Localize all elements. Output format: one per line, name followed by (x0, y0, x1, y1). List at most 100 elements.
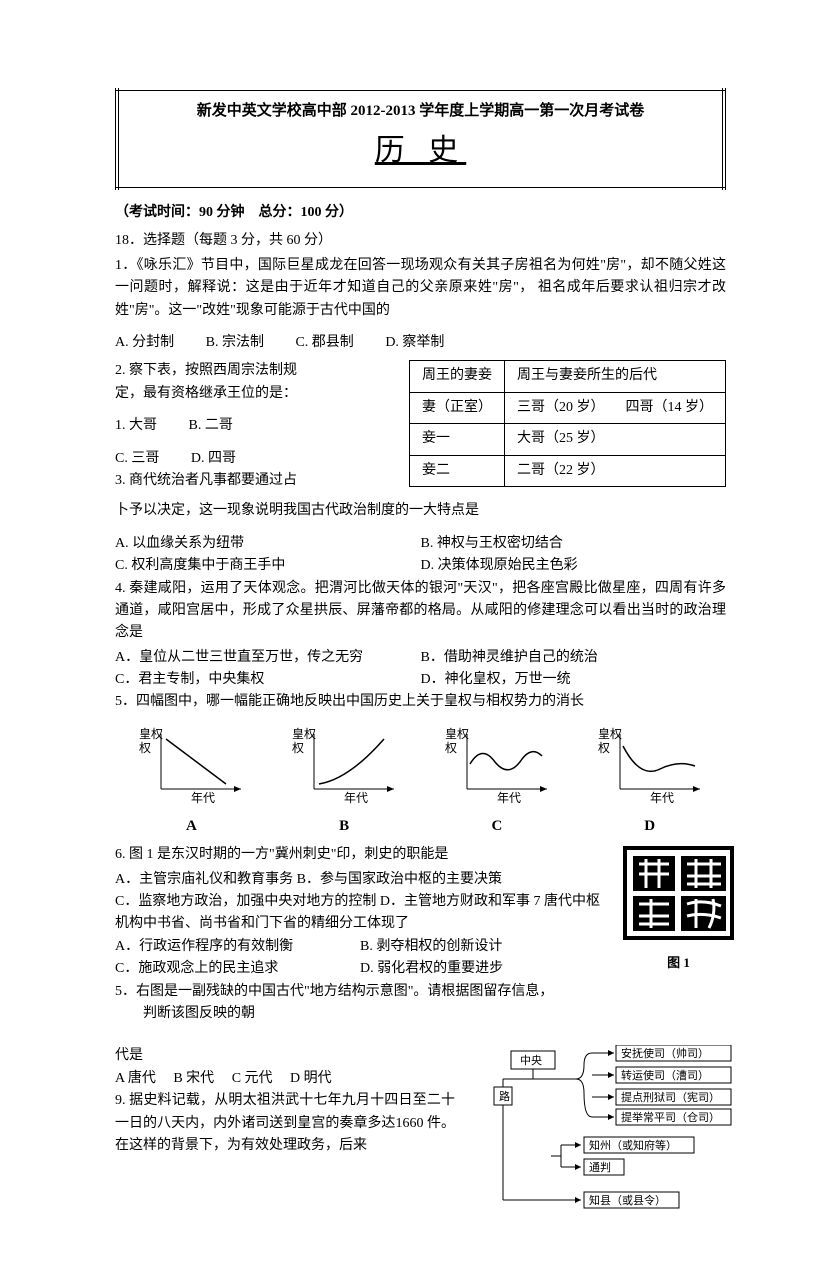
svg-text:中央: 中央 (520, 1054, 542, 1067)
q2-opt-c: C. 三哥 (115, 448, 159, 470)
q1-opt-b: B. 宗法制 (206, 332, 264, 354)
chart-b-label: B (284, 814, 404, 838)
q3-stem2: 卜予以决定，这一现象说明我国古代政治制度的一大特点是 (115, 500, 726, 522)
chart-c-svg: 皇权 权 年代 (437, 724, 557, 804)
r2c1: 妾一 (410, 424, 505, 455)
org-diagram: 中央 路 安抚使司（帅司） 转运使司（漕司） 提点刑狱司（宪司） 提举常平司（仓… (466, 1045, 736, 1223)
q2-opts-row1: 1. 大哥 B. 二哥 (115, 415, 345, 437)
q7-opt-d: D. 弱化君权的重要进步 (360, 958, 605, 980)
chart-d-svg: 皇权 权 年代 (590, 724, 710, 804)
q8-stem: 代是 (115, 1045, 455, 1067)
q2-stem1: 2. 察下表，按照西周宗法制规 (115, 360, 345, 382)
q8-opt-c: C 元代 (232, 1068, 273, 1090)
charts-row: 皇权 权 年代 A 皇权 权 年代 B 皇权 权 年代 (115, 724, 726, 838)
q3-opt-a: A. 以血缘关系为纽带 (115, 533, 421, 555)
svg-text:通判: 通判 (589, 1161, 611, 1174)
q3-stem1: 3. 商代统治者凡事都要通过占 (115, 470, 345, 492)
q7-opt-a: A．行政运作程序的有效制衡 (115, 936, 360, 958)
svg-text:知县（或县令）: 知县（或县令） (589, 1193, 666, 1207)
svg-text:皇权: 皇权 (598, 727, 622, 741)
svg-text:皇权: 皇权 (139, 727, 163, 741)
r2c2: 大哥（25 岁） (505, 424, 726, 455)
q1-opt-d: D. 察举制 (385, 332, 444, 354)
svg-text:权: 权 (139, 741, 151, 755)
section-heading: 18．选择题（每题 3 分，共 60 分） (115, 230, 726, 252)
q6-text: 6. 图 1 是东汉时期的一方"冀州刺史"印，刺史的职能是 (115, 844, 605, 866)
svg-text:权: 权 (598, 741, 610, 755)
r1c2: 三哥（20 岁） 四哥（14 岁） (505, 392, 726, 423)
seal-caption: 图 1 (621, 953, 736, 974)
q6-wrap: 6. 图 1 是东汉时期的一方"冀州刺史"印，刺史的职能是 A．主管宗庙礼仪和教… (115, 844, 726, 1025)
q5-text: 5．四幅图中，哪一幅能正确地反映出中国历史上关于皇权与相权势力的消长 (115, 691, 726, 713)
svg-text:安抚使司（帅司）: 安抚使司（帅司） (621, 1046, 709, 1060)
q4-opt-b: B．借助神灵维护自己的统治 (421, 647, 727, 669)
q3-options: A. 以血缘关系为纽带 B. 神权与王权密切结合 C. 权利高度集中于商王手中 … (115, 533, 726, 578)
svg-text:年代: 年代 (191, 791, 215, 804)
q2-stem2: 定，最有资格继承王位的是： (115, 383, 345, 405)
seal-figure: 图 1 (621, 844, 736, 973)
q8-opt-a: A 唐代 (115, 1068, 156, 1090)
svg-text:路: 路 (499, 1090, 510, 1103)
chart-d-label: D (590, 814, 710, 838)
svg-text:权: 权 (445, 741, 457, 755)
chart-d: 皇权 权 年代 D (590, 724, 710, 838)
svg-text:皇权: 皇权 (445, 727, 469, 741)
q7-opt-c: C．施政观念上的民主追求 (115, 958, 360, 980)
org-svg: 中央 路 安抚使司（帅司） 转运使司（漕司） 提点刑狱司（宪司） 提举常平司（仓… (466, 1045, 736, 1215)
subject-title: 历 史 (115, 127, 726, 175)
chart-c: 皇权 权 年代 C (437, 724, 557, 838)
q3-opt-d: D. 决策体现原始民主色彩 (421, 555, 727, 577)
svg-text:知州（或知府等）: 知州（或知府等） (589, 1138, 677, 1152)
q2-opts-row2: C. 三哥 D. 四哥 (115, 448, 345, 470)
q8-intro-l2: 判断该图反映的朝 (115, 1003, 605, 1025)
svg-text:年代: 年代 (650, 791, 674, 804)
q6-opt-cd: C．监察地方政治，加强中央对地方的控制 D．主管地方财政和军事 7 唐代中枢机构… (115, 891, 605, 936)
q4-opt-d: D．神化皇权，万世一统 (421, 669, 727, 691)
q8-intro-l1: 5．右图是一副残缺的中国古代"地方结构示意图"。请根据图留存信息， (115, 981, 605, 1003)
chart-a: 皇权 权 年代 A (131, 724, 251, 838)
svg-text:权: 权 (292, 741, 304, 755)
svg-text:提点刑狱司（宪司）: 提点刑狱司（宪司） (621, 1090, 720, 1104)
chart-c-label: C (437, 814, 557, 838)
th1: 周王的妻妾 (410, 361, 505, 392)
seal-icon (621, 844, 736, 944)
r3c1: 妾二 (410, 455, 505, 486)
school-title: 新发中英文学校高中部 2012-2013 学年度上学期高一第一次月考试卷 (115, 99, 726, 123)
svg-text:提举常平司（仓司）: 提举常平司（仓司） (621, 1110, 720, 1124)
chart-b-svg: 皇权 权 年代 (284, 724, 404, 804)
q8-wrap: 代是 A 唐代 B 宋代 C 元代 D 明代 9. 据史料记载，从明太祖洪武十七… (115, 1045, 726, 1225)
q4-opt-c: C．君主专制，中央集权 (115, 669, 421, 691)
q4-options: A．皇位从二世三世直至万世，传之无穷 B．借助神灵维护自己的统治 C．君主专制，… (115, 647, 726, 692)
q1-opt-a: A. 分封制 (115, 332, 174, 354)
q9-text: 9. 据史料记载，从明太祖洪武十七年九月十四日至二十一日的八天内，内外诸司送到皇… (115, 1090, 455, 1157)
q4-text: 4. 秦建咸阳，运用了天体观念。把渭河比做天体的银河"天汉"，把各座宫殿比做星座… (115, 578, 726, 645)
svg-text:转运使司（漕司）: 转运使司（漕司） (621, 1068, 709, 1082)
q1-text: 1．《咏乐汇》节目中，国际巨星成龙在回答一现场观众有关其子房祖名为何姓"房"，却… (115, 255, 726, 322)
wives-table: 周王的妻妾周王与妻妾所生的后代 妻（正室）三哥（20 岁） 四哥（14 岁） 妾… (409, 360, 726, 487)
r3c2: 二哥（22 岁） (505, 455, 726, 486)
q8-options: A 唐代 B 宋代 C 元代 D 明代 (115, 1068, 455, 1090)
q4-opt-a: A．皇位从二世三世直至万世，传之无穷 (115, 647, 421, 669)
q1-options: A. 分封制 B. 宗法制 C. 郡县制 D. 察举制 (115, 332, 726, 354)
q8-opt-b: B 宋代 (173, 1068, 214, 1090)
q3-opt-b: B. 神权与王权密切结合 (421, 533, 727, 555)
q1-opt-c: C. 郡县制 (295, 332, 353, 354)
q3-opt-c: C. 权利高度集中于商王手中 (115, 555, 421, 577)
q2-opt-b: B. 二哥 (189, 415, 233, 437)
chart-a-svg: 皇权 权 年代 (131, 724, 251, 804)
svg-text:年代: 年代 (497, 791, 521, 804)
chart-b: 皇权 权 年代 B (284, 724, 404, 838)
q8-opt-d: D 明代 (290, 1068, 332, 1090)
q7-opt-b: B. 剥夺相权的创新设计 (360, 936, 605, 958)
svg-text:皇权: 皇权 (292, 727, 316, 741)
svg-text:年代: 年代 (344, 791, 368, 804)
q7-options: A．行政运作程序的有效制衡 B. 剥夺相权的创新设计 C．施政观念上的民主追求 … (115, 936, 605, 981)
chart-a-label: A (131, 814, 251, 838)
title-box: 新发中英文学校高中部 2012-2013 学年度上学期高一第一次月考试卷 历 史 (115, 90, 726, 188)
q2-opt-a: 1. 大哥 (115, 415, 157, 437)
q2-wrap: 2. 察下表，按照西周宗法制规 定，最有资格继承王位的是： 1. 大哥 B. 二… (115, 360, 726, 500)
exam-info: （考试时间：90 分钟 总分：100 分） (115, 202, 726, 224)
th2: 周王与妻妾所生的后代 (505, 361, 726, 392)
q2-opt-d: D. 四哥 (191, 448, 236, 470)
r1c1: 妻（正室） (410, 392, 505, 423)
